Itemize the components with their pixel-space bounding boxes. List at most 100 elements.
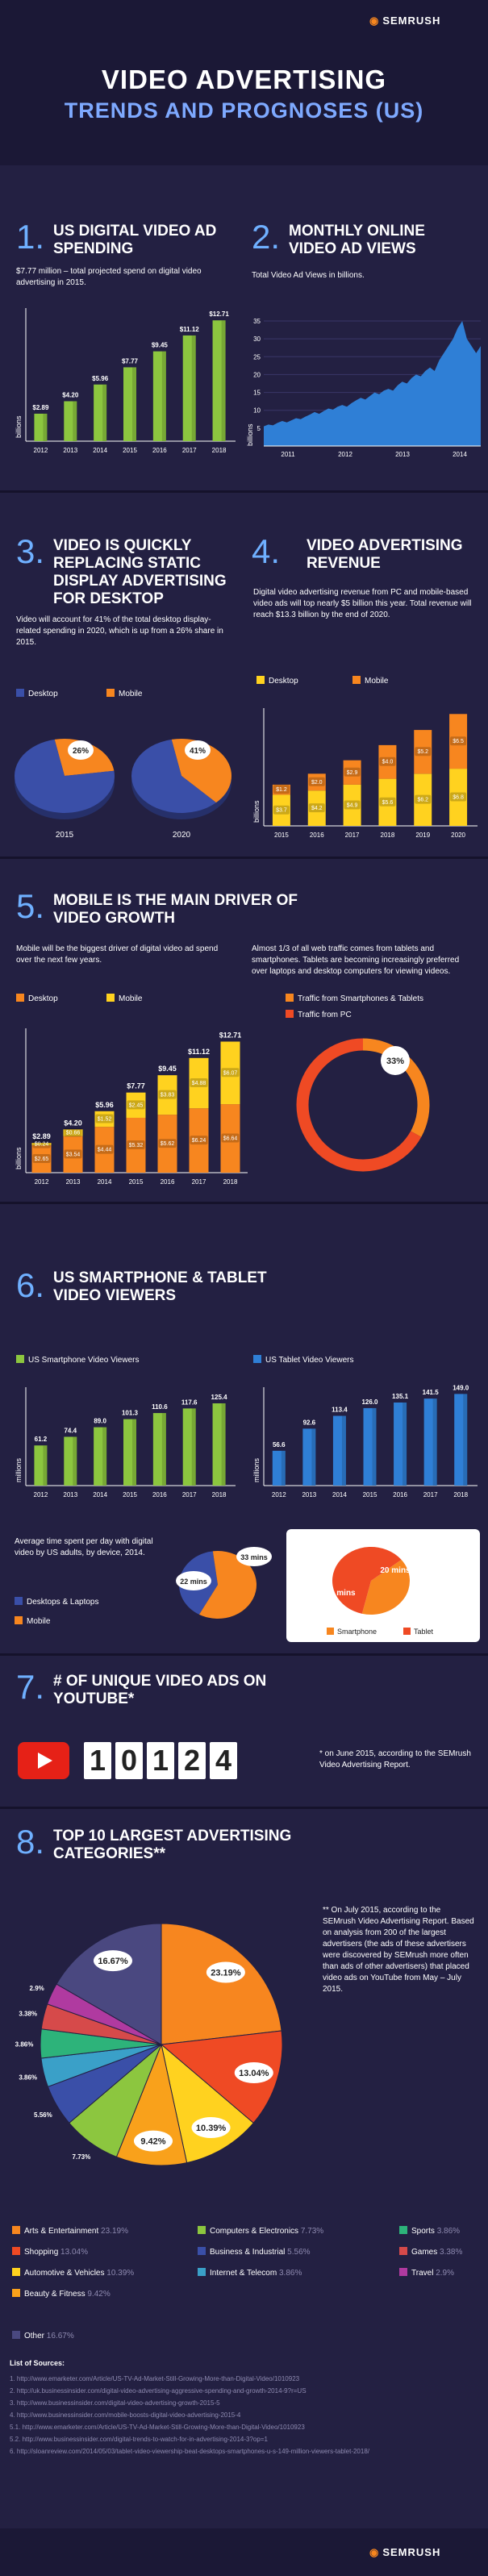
bar-segment [449,714,468,769]
source-link[interactable]: 3. http://www.businessinsider.com/digita… [10,2399,220,2407]
bar-segment [126,1092,146,1118]
source-link[interactable]: 2. http://uk.businessinsider.com/digital… [10,2387,307,2395]
data-label: $6.07 [223,1070,238,1076]
smartphone-viewers-chart: millions 61.2 2012 74.4 2013 89.0 2014 101.3 201… [15,1387,236,1498]
legend-swatch [12,2289,20,2297]
bar-segment [343,784,361,826]
bar [394,1402,407,1486]
flame-icon: ◉ [369,15,380,27]
source-link[interactable]: 5.1. http://www.emarketer.com/Article/US… [10,2424,305,2431]
section-number: 1. [16,218,45,256]
bar-segment [63,1136,83,1173]
slice-label: 3.86% [15,2041,34,2049]
legend-desktop: Desktop [16,689,58,698]
bar-segment [378,778,397,826]
bar-segment [343,760,361,785]
tick-label: 2017 [182,1491,197,1498]
pie-label: 41% [190,747,206,756]
section-desc: Video will account for 41% of the total … [16,615,223,647]
data-label: $5.96 [92,375,109,382]
bar-segment [94,1127,115,1173]
data-label: $2.89 [32,404,49,411]
label-pill [344,767,361,777]
tick-label: 2012 [272,1491,286,1498]
header: ◉ SEMRUSH VIDEO ADVERTISING TRENDS AND PR… [0,0,488,165]
legend-item: Shopping 13.04% [12,2247,88,2257]
source-link[interactable]: 1. http://www.emarketer.com/Article/US-T… [10,2375,300,2382]
legend-label: Mobile [119,690,143,698]
section-title: MOBILE IS THE MAIN DRIVER OF VIDEO GROWT… [53,892,298,927]
source-link[interactable]: 4. http://www.businessinsider.com/mobile… [10,2411,241,2419]
label-bubble [236,1547,272,1566]
total-label: $5.96 [95,1101,114,1109]
bar [363,1407,377,1486]
data-label: $4.44 [98,1148,112,1153]
legend-label: Shopping [24,2248,61,2257]
legend-item: Internet & Telecom 3.86% [198,2268,302,2278]
tick-label: 25 [253,353,261,361]
label-pill [273,805,290,815]
legend-label: US Smartphone Video Viewers [28,1356,140,1365]
pie-label: 33 mins [240,1553,268,1561]
tick-label: 35 [253,318,261,325]
pie-label: 26% [73,747,89,756]
legend-tablet: US Tablet Video Viewers [253,1355,354,1365]
slice-label: 10.39% [196,2124,227,2133]
categories-pie-chart: 23.19% 13.04% 10.39% 9.42% 7.73% 5.56% 3.86% 3.… [15,1923,283,2166]
y-axis-label: billions [252,800,261,823]
tick-label: 2014 [332,1491,347,1498]
tick-label: 2015 [129,1178,144,1186]
section-desc: Almost 1/3 of all web traffic comes from… [252,944,460,976]
label-pill [32,1154,51,1164]
tick-label: 2012 [34,447,48,454]
tick-label: 2012 [35,1178,49,1186]
tick-label: 2017 [192,1178,206,1186]
pie-slice [56,1923,162,2045]
spending-bar-chart: billions $2.89 2012 $4.20 2013 $5.96 2014 $7.77… [15,308,236,454]
bar-shade [43,1445,48,1486]
counter-digit: 0 [115,1742,143,1779]
legend-swatch [399,2268,407,2276]
bar-segment [272,794,290,826]
play-icon [38,1753,52,1769]
bar-segment [220,1104,240,1173]
legend-label: Desktop [269,677,298,686]
legend-value: 13.04% [60,2248,88,2257]
source-link[interactable]: 6. http://sloanreview.com/2014/05/03/tab… [10,2448,369,2455]
bar-shade [191,335,196,441]
tick-label: 2016 [152,447,167,454]
bar-segment [307,790,326,826]
counter-digit: 4 [210,1742,237,1779]
data-label: $5.32 [129,1143,144,1148]
tick-label: 2018 [212,447,227,454]
label-pill [379,797,396,807]
legend-swatch [16,689,24,697]
categories-legend: Arts & Entertainment 23.19% Computers & E… [0,2226,488,2347]
tick-label: 2018 [212,1491,227,1498]
divider [0,490,488,493]
tick-label: 2015 [123,1491,137,1498]
legend-mobile-time: Mobile [15,1616,50,1626]
pie-slice [198,1551,257,1619]
legend-label: Desktop [28,994,58,1003]
bar-shade [102,1427,107,1486]
y-axis-label: billions [15,1147,23,1169]
section-desc: Digital video advertising revenue from P… [253,588,472,619]
tick-label: 2016 [393,1491,407,1498]
tick-label: 2012 [34,1491,48,1498]
tick-label: 2011 [281,451,295,458]
desktop-share-pies: 26% 2015 41% 2020 [14,739,231,840]
legend-swatch [253,1355,261,1363]
label-bubble [68,740,94,760]
youtube-note: * on June 2015, according to the SEMrush… [319,1749,471,1769]
legend-value: 10.39% [106,2269,135,2278]
brand-logo: ◉ SEMRUSH [369,15,440,27]
data-label: $5.2 [417,749,428,755]
slice-label: 2.9% [30,1985,44,1992]
divider [0,1202,488,1204]
source-link[interactable]: 5.2. http://www.businessinsider.com/digi… [10,2436,268,2443]
tick-label: 2018 [453,1491,468,1498]
legend-label: Computers & Electronics [210,2227,301,2236]
legend-value: 23.19% [101,2227,128,2236]
mobile-growth-bar-chart: billions $2.65 $0.24 $2.89 2012 $3.54 $0.66 $4.… [15,1028,248,1186]
